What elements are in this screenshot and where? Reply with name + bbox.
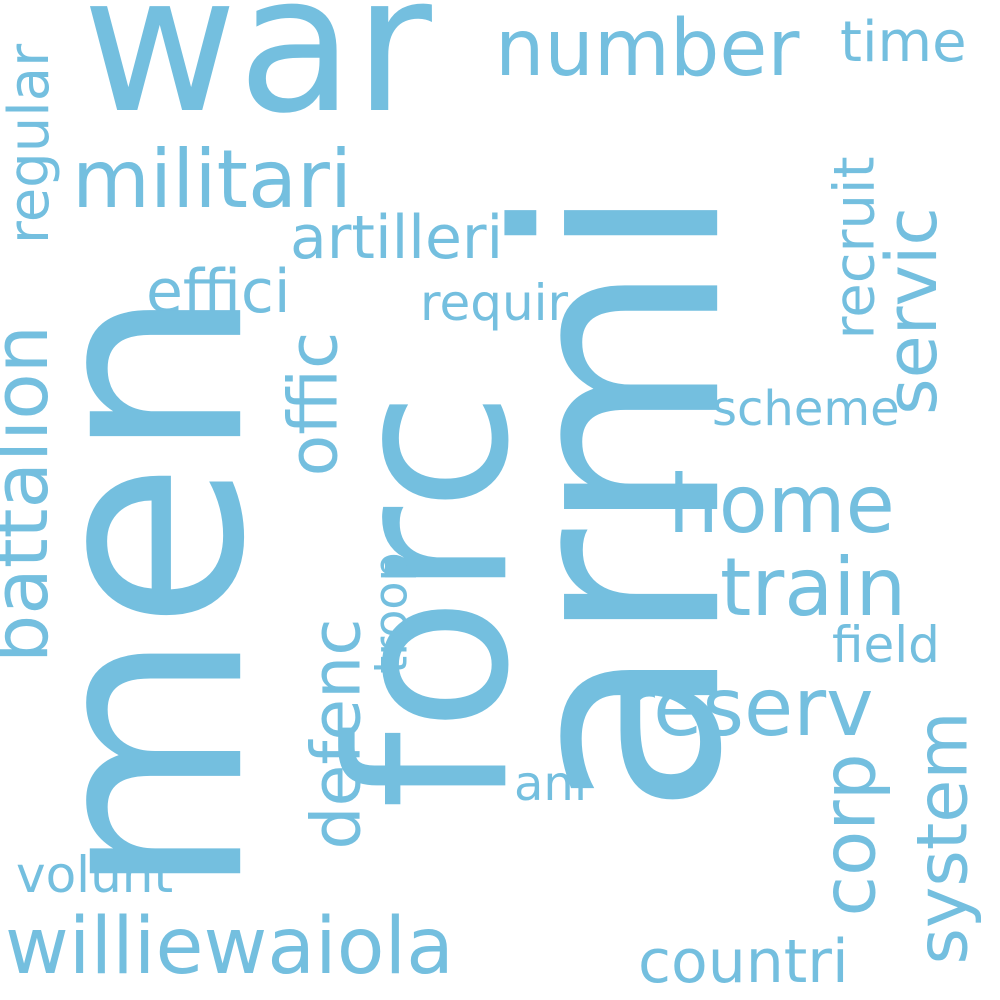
word-ani: ani bbox=[514, 756, 588, 812]
word-field: field bbox=[832, 616, 940, 674]
word-system: system bbox=[901, 711, 984, 965]
word-corp: corp bbox=[806, 753, 893, 917]
word-train: train bbox=[720, 541, 907, 634]
word-servic: servic bbox=[870, 207, 953, 415]
word-volunt: volunt bbox=[16, 846, 174, 904]
word-offic: offic bbox=[274, 331, 354, 477]
word-war: war bbox=[82, 0, 432, 155]
word-artilleri: artilleri bbox=[290, 203, 504, 273]
word-effici: effici bbox=[146, 257, 291, 327]
word-time: time bbox=[840, 10, 967, 75]
word-reserv: reserv bbox=[622, 661, 874, 754]
word-battalion: battalion bbox=[0, 325, 65, 663]
word-scheme: scheme bbox=[712, 381, 900, 437]
word-defenc: defenc bbox=[297, 618, 377, 850]
word-countri: countri bbox=[638, 927, 849, 997]
word-militari: militari bbox=[72, 133, 353, 226]
word-number: number bbox=[495, 4, 800, 94]
word-requir: requir bbox=[420, 274, 569, 332]
word-home: home bbox=[668, 458, 895, 551]
word-williewaiola: williewaiola bbox=[5, 902, 454, 992]
word-regular: regular bbox=[0, 43, 63, 245]
